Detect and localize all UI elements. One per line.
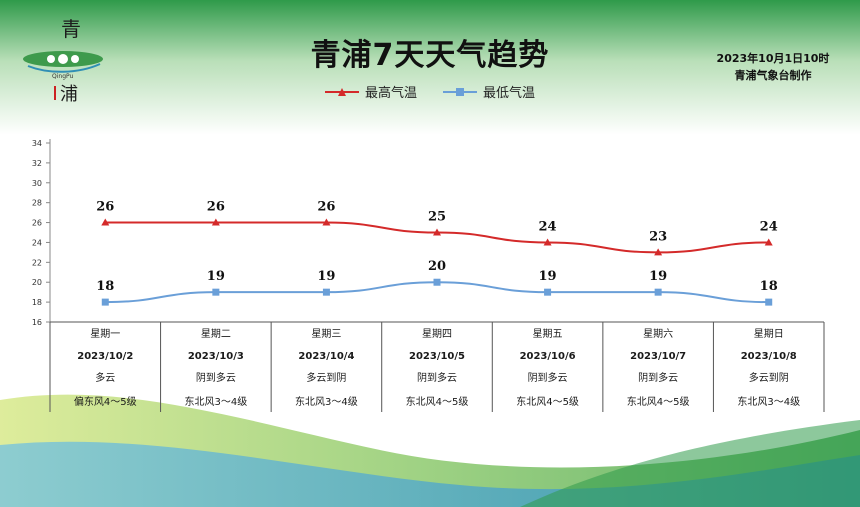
y-tick-label: 24 xyxy=(32,238,42,247)
series-line-high xyxy=(105,221,769,254)
table-cell-wind: 东北风4～5级 xyxy=(406,395,469,408)
table-cell-weekday: 星期二 xyxy=(201,328,231,340)
y-tick-label: 22 xyxy=(32,258,42,267)
y-tick-label: 30 xyxy=(32,179,42,188)
data-label-low: 19 xyxy=(317,269,335,284)
data-label-low: 18 xyxy=(760,279,778,294)
table-cell-weather: 多云 xyxy=(95,371,115,384)
data-label-high: 26 xyxy=(207,200,225,215)
data-label-low: 18 xyxy=(96,279,114,294)
table-cell-wind: 东北风4～5级 xyxy=(627,395,690,408)
legend-item-high: 最高气温 xyxy=(324,82,417,101)
legend-marker-high-icon xyxy=(324,87,359,96)
data-label-low: 19 xyxy=(207,269,225,284)
table-cell-weekday: 星期六 xyxy=(643,328,673,340)
data-label-high: 23 xyxy=(649,229,667,244)
table-cell-weekday: 星期日 xyxy=(754,328,784,340)
data-label-low: 19 xyxy=(539,269,557,284)
table-cell-weather: 多云到阴 xyxy=(306,371,346,384)
table-cell-weekday: 星期五 xyxy=(533,328,563,340)
table-cell-wind: 东北风4～5级 xyxy=(516,395,579,408)
table-cell-wind: 东北风3～4级 xyxy=(184,395,247,408)
qingpu-logo: 青 QingPu 浦 xyxy=(23,17,103,105)
logo-sub: QingPu xyxy=(52,73,74,80)
data-point-high xyxy=(543,238,552,246)
hill-dark xyxy=(520,420,860,507)
table-cell-wind: 偏东风4～5级 xyxy=(74,395,137,408)
data-point-high xyxy=(764,238,773,246)
table-cell-date: 2023/10/5 xyxy=(409,351,465,362)
y-axis: 16 18 20 22 24 26 28 30 32 34 xyxy=(32,139,51,327)
issue-time: 2023年10月1日10时 xyxy=(716,52,830,65)
data-label-low: 20 xyxy=(428,259,446,274)
data-label-high: 24 xyxy=(539,219,557,234)
data-point-high xyxy=(322,218,331,226)
data-label-high: 26 xyxy=(96,200,114,215)
logo-char-top: 青 xyxy=(61,17,81,41)
logo-char-bottom: 浦 xyxy=(60,84,78,105)
table-cell-weekday: 星期三 xyxy=(311,328,341,340)
table-cell-weekday: 星期四 xyxy=(422,328,452,340)
chart-legend: 最高气温 最低气温 xyxy=(0,82,860,101)
y-tick-label: 26 xyxy=(32,219,42,228)
legend-item-low: 最低气温 xyxy=(443,82,535,101)
data-point-low xyxy=(212,288,220,296)
data-point-low xyxy=(654,288,662,296)
table-cell-date: 2023/10/6 xyxy=(520,351,576,362)
table-cell-weather: 阴到多云 xyxy=(638,371,678,384)
y-tick-label: 34 xyxy=(32,139,42,148)
data-point-low xyxy=(433,278,441,286)
data-point-low xyxy=(322,288,330,296)
data-point-low xyxy=(101,298,109,306)
data-point-high xyxy=(433,228,441,236)
y-tick-label: 28 xyxy=(32,199,42,208)
table-cell-date: 2023/10/3 xyxy=(188,351,244,362)
table-cell-date: 2023/10/7 xyxy=(630,351,686,362)
table-cell-weather: 阴到多云 xyxy=(528,371,568,384)
table-cell-wind: 东北风3～4级 xyxy=(737,395,800,408)
table-cell-weather: 阴到多云 xyxy=(196,371,236,384)
y-tick-label: 32 xyxy=(32,159,42,168)
legend-marker-low-icon xyxy=(443,87,477,96)
data-point-high xyxy=(211,218,220,226)
table-cell-weekday: 星期一 xyxy=(90,328,120,340)
header-gradient xyxy=(0,0,860,135)
table-cell-weather: 阴到多云 xyxy=(417,371,457,384)
data-point-high xyxy=(654,248,663,256)
table-cell-wind: 东北风3～4级 xyxy=(295,395,358,408)
series-layer: 26 26 26 25 24 23 24 18 19 19 20 19 19 18 xyxy=(96,200,778,306)
table-cell-date: 2023/10/8 xyxy=(741,351,797,362)
y-tick-label: 20 xyxy=(32,278,42,287)
y-tick-label: 16 xyxy=(32,318,42,327)
publisher: 青浦气象台制作 xyxy=(734,69,812,82)
data-point-low xyxy=(765,298,773,306)
table-cell-date: 2023/10/4 xyxy=(298,351,354,362)
data-label-high: 25 xyxy=(428,210,446,225)
data-label-low: 19 xyxy=(649,269,667,284)
data-label-high: 24 xyxy=(760,219,778,234)
data-point-low xyxy=(544,288,552,296)
data-point-high xyxy=(101,218,110,226)
legend-label-high: 最高气温 xyxy=(364,86,417,101)
legend-label-low: 最低气温 xyxy=(483,86,536,101)
data-label-high: 26 xyxy=(317,200,335,215)
table-cell-date: 2023/10/2 xyxy=(77,351,133,362)
table-cell-weather: 多云到阴 xyxy=(749,371,789,384)
y-tick-label: 18 xyxy=(32,298,42,307)
page-title: 青浦7天天气趋势 xyxy=(310,38,550,73)
